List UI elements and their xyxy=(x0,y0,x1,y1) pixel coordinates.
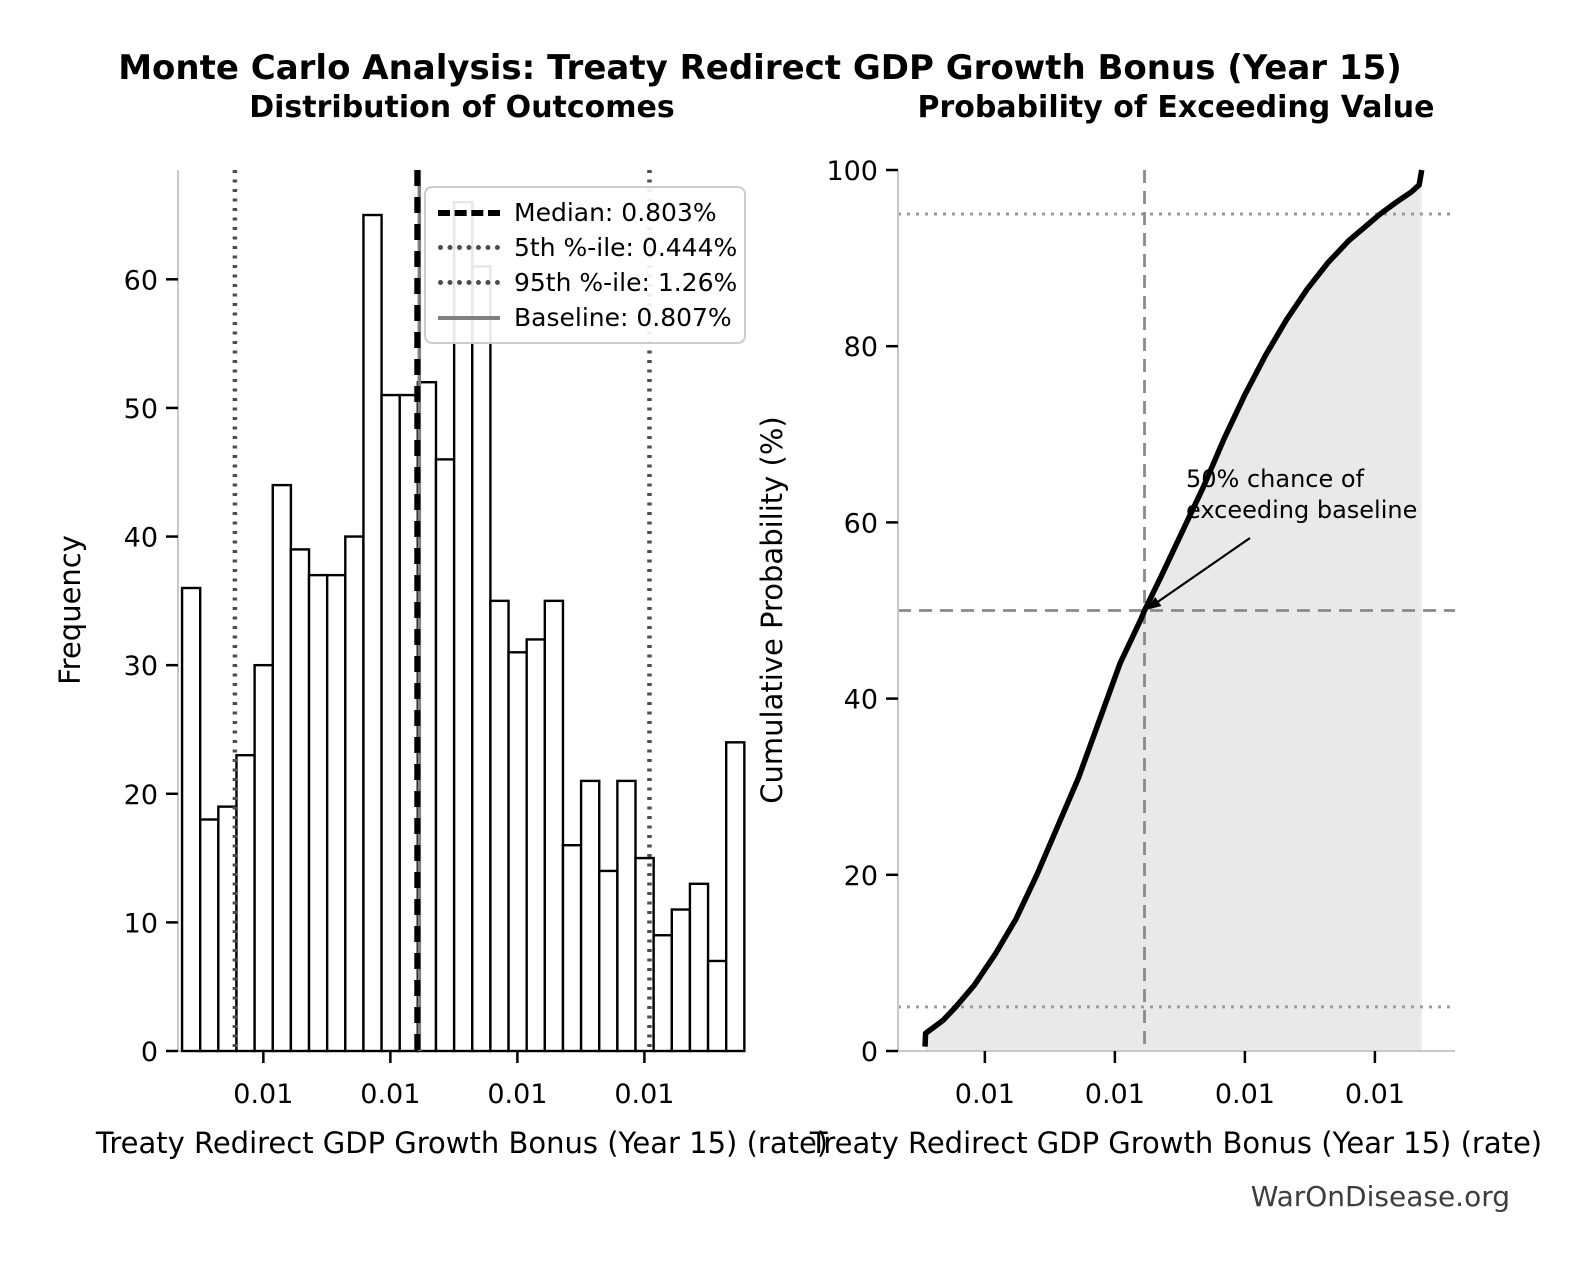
y-tick-label: 50 xyxy=(124,394,158,425)
histogram-x-axis-label: Treaty Redirect GDP Growth Bonus (Year 1… xyxy=(95,1126,829,1160)
y-tick-label: 0 xyxy=(141,1037,158,1068)
y-tick-label: 20 xyxy=(844,861,878,892)
x-tick-label: 0.01 xyxy=(955,1079,1015,1110)
cdf-annotation: 50% chance of exceeding baseline xyxy=(1186,464,1417,526)
legend-label-baseline: Baseline: 0.807% xyxy=(514,303,732,332)
histogram-bar xyxy=(543,599,565,1053)
histogram-bar xyxy=(180,586,202,1053)
y-tick-label: 20 xyxy=(124,780,158,811)
legend: Median: 0.803% 5th %-ile: 0.444% 95th %-… xyxy=(424,186,746,344)
histogram-title: Distribution of Outcomes xyxy=(249,90,675,125)
legend-item-median: Median: 0.803% xyxy=(438,198,732,227)
histogram-bar xyxy=(634,856,655,1053)
baseline-line-sample-icon xyxy=(438,315,500,320)
histogram-bar xyxy=(507,651,528,1053)
watermark: WarOnDisease.org xyxy=(1250,1180,1510,1213)
annotation-arrow xyxy=(1146,537,1251,610)
histogram-bar xyxy=(706,959,728,1053)
histogram-bar xyxy=(307,573,329,1053)
legend-item-p5: 5th %-ile: 0.444% xyxy=(438,233,737,262)
y-tick-label: 100 xyxy=(826,156,878,187)
cdf-plot: 0 20 40 60 80 100 0.01 0.01 0.01 0.01 xyxy=(826,156,1455,1110)
y-tick-label: 0 xyxy=(861,1037,878,1068)
histogram-bar xyxy=(688,882,710,1053)
legend-item-p95: 95th %-ile: 1.26% xyxy=(438,268,737,297)
legend-item-baseline: Baseline: 0.807% xyxy=(438,303,732,332)
histogram-bar xyxy=(362,213,383,1053)
arrow-head-icon xyxy=(1146,597,1162,610)
histogram-bar xyxy=(325,573,347,1053)
x-tick-label: 0.01 xyxy=(233,1079,293,1110)
histogram-bar xyxy=(561,844,583,1053)
cdf-curve xyxy=(922,169,1425,1047)
page-title: Monte Carlo Analysis: Treaty Redirect GD… xyxy=(118,48,1402,88)
x-tick-label: 0.01 xyxy=(360,1079,420,1110)
y-tick-label: 30 xyxy=(124,651,158,682)
cdf-x-axis-label: Treaty Redirect GDP Growth Bonus (Year 1… xyxy=(809,1126,1543,1160)
histogram-plot: 0 10 20 30 40 50 60 0.01 0.01 0.01 0.01 xyxy=(124,170,746,1110)
y-tick-label: 40 xyxy=(844,685,878,716)
arrow-shaft xyxy=(1157,537,1251,603)
p95-line-sample-icon xyxy=(438,280,500,285)
y-tick-label: 40 xyxy=(124,523,158,554)
annotation-line-2: exceeding baseline xyxy=(1186,496,1418,525)
histogram-bar xyxy=(670,908,692,1053)
histogram-bar xyxy=(344,535,365,1053)
histogram-bar xyxy=(725,741,746,1053)
histogram-bar xyxy=(271,483,293,1053)
histogram-bar xyxy=(652,934,673,1053)
histogram-bar xyxy=(471,265,492,1053)
legend-label-median: Median: 0.803% xyxy=(514,198,717,227)
histogram-bar xyxy=(217,805,238,1053)
annotation-line-1: 50% chance of xyxy=(1186,465,1365,493)
histogram-bar xyxy=(289,548,311,1053)
histogram-bar xyxy=(579,779,601,1053)
histogram-bar xyxy=(489,599,510,1053)
y-tick-label: 80 xyxy=(844,332,878,363)
p5-line-sample-icon xyxy=(438,245,500,250)
histogram-bar xyxy=(616,779,637,1053)
histogram-bar xyxy=(380,393,401,1053)
x-tick-label: 0.01 xyxy=(1215,1079,1275,1110)
y-tick-label: 60 xyxy=(844,508,878,539)
x-tick-label: 0.01 xyxy=(1345,1079,1405,1110)
cdf-title: Probability of Exceeding Value xyxy=(917,90,1435,125)
histogram-bar xyxy=(434,458,456,1053)
legend-label-p95: 95th %-ile: 1.26% xyxy=(514,268,738,297)
median-line-sample-icon xyxy=(438,209,500,216)
y-tick-label: 10 xyxy=(124,908,158,939)
histogram-bar xyxy=(525,638,547,1053)
x-tick-label: 0.01 xyxy=(1085,1079,1145,1110)
histogram-bar xyxy=(253,663,274,1053)
histogram-bar xyxy=(598,869,619,1053)
x-tick-label: 0.01 xyxy=(487,1079,547,1110)
y-tick-label: 60 xyxy=(124,265,158,296)
x-tick-label: 0.01 xyxy=(614,1079,674,1110)
histogram-bar xyxy=(235,753,256,1053)
histogram-bar xyxy=(199,818,220,1053)
legend-label-p5: 5th %-ile: 0.444% xyxy=(514,233,738,262)
